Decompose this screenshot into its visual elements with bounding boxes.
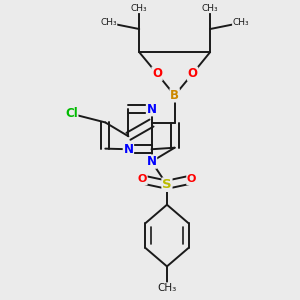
Text: Cl: Cl xyxy=(65,107,78,120)
Text: B: B xyxy=(170,89,179,102)
Text: N: N xyxy=(146,155,157,168)
Text: N: N xyxy=(146,103,157,116)
Text: S: S xyxy=(162,178,172,191)
Text: O: O xyxy=(187,175,196,184)
Text: CH₃: CH₃ xyxy=(157,283,177,293)
Text: CH₃: CH₃ xyxy=(100,18,117,27)
Text: O: O xyxy=(152,67,162,80)
Text: CH₃: CH₃ xyxy=(202,4,218,13)
Text: CH₃: CH₃ xyxy=(232,18,249,27)
Text: CH₃: CH₃ xyxy=(131,4,148,13)
Text: O: O xyxy=(138,175,147,184)
Text: N: N xyxy=(123,143,134,156)
Text: O: O xyxy=(188,67,197,80)
